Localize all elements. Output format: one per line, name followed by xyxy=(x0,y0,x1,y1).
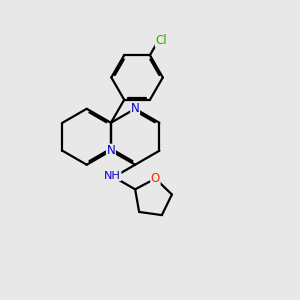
Text: NH: NH xyxy=(104,171,121,181)
Text: Cl: Cl xyxy=(155,34,167,47)
Text: N: N xyxy=(106,144,115,157)
Text: N: N xyxy=(131,102,140,115)
Text: O: O xyxy=(151,172,160,185)
